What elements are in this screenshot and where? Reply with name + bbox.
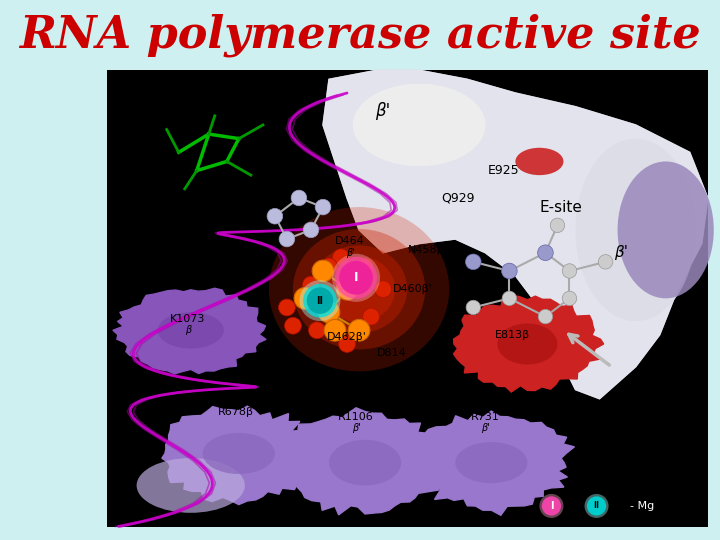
- Circle shape: [336, 279, 358, 300]
- Circle shape: [550, 218, 564, 233]
- Text: I: I: [549, 501, 553, 511]
- Circle shape: [502, 264, 516, 278]
- Circle shape: [356, 258, 374, 275]
- Circle shape: [348, 320, 370, 341]
- Circle shape: [307, 287, 333, 314]
- Text: D460β': D460β': [393, 284, 433, 294]
- Circle shape: [300, 280, 341, 321]
- Circle shape: [291, 190, 307, 206]
- Ellipse shape: [137, 458, 245, 513]
- Text: D814: D814: [377, 348, 407, 358]
- Polygon shape: [323, 70, 708, 399]
- Ellipse shape: [311, 245, 408, 333]
- Circle shape: [562, 264, 577, 278]
- Circle shape: [324, 320, 346, 341]
- Circle shape: [502, 291, 516, 306]
- Circle shape: [339, 261, 373, 295]
- Circle shape: [309, 322, 325, 339]
- Ellipse shape: [203, 433, 275, 474]
- Polygon shape: [410, 411, 575, 515]
- Circle shape: [312, 260, 334, 282]
- Text: II: II: [593, 502, 600, 510]
- Circle shape: [284, 318, 302, 334]
- Text: R678β: R678β: [218, 407, 254, 417]
- Text: RNA polymerase active site: RNA polymerase active site: [19, 14, 701, 57]
- Circle shape: [539, 246, 553, 260]
- Circle shape: [333, 249, 349, 266]
- Circle shape: [302, 276, 320, 293]
- Ellipse shape: [353, 84, 485, 166]
- Text: β': β': [376, 102, 391, 120]
- Circle shape: [539, 494, 564, 518]
- Circle shape: [267, 208, 283, 224]
- Circle shape: [294, 287, 316, 309]
- Circle shape: [502, 263, 517, 279]
- Circle shape: [587, 496, 606, 516]
- Text: D462β': D462β': [327, 332, 367, 342]
- Polygon shape: [162, 406, 323, 504]
- Circle shape: [320, 258, 338, 275]
- Circle shape: [279, 299, 295, 316]
- Text: N458β': N458β': [408, 246, 448, 255]
- Polygon shape: [454, 295, 603, 392]
- Circle shape: [303, 284, 337, 318]
- Circle shape: [363, 308, 379, 325]
- Circle shape: [538, 245, 553, 260]
- Circle shape: [318, 301, 340, 323]
- Text: β': β': [481, 423, 490, 434]
- Text: - Mg: - Mg: [629, 501, 654, 511]
- Circle shape: [279, 231, 294, 247]
- Circle shape: [562, 291, 577, 306]
- Circle shape: [303, 222, 319, 238]
- Ellipse shape: [323, 256, 395, 322]
- Text: β': β': [351, 423, 361, 434]
- Text: R1106: R1106: [338, 412, 374, 422]
- Text: E-site: E-site: [539, 200, 582, 214]
- Text: R731: R731: [471, 412, 500, 422]
- Ellipse shape: [329, 440, 401, 485]
- Bar: [107, 70, 708, 526]
- Circle shape: [466, 300, 480, 315]
- Circle shape: [585, 494, 608, 518]
- Circle shape: [315, 199, 330, 215]
- Ellipse shape: [618, 161, 714, 298]
- Circle shape: [335, 257, 377, 299]
- Circle shape: [465, 254, 481, 269]
- Text: E813β: E813β: [495, 330, 530, 340]
- Circle shape: [338, 335, 356, 353]
- Polygon shape: [323, 70, 708, 399]
- Text: D464: D464: [336, 237, 365, 246]
- Polygon shape: [113, 288, 266, 374]
- Ellipse shape: [498, 323, 557, 364]
- Ellipse shape: [293, 229, 426, 349]
- Text: β': β': [613, 245, 628, 260]
- Ellipse shape: [158, 312, 224, 348]
- Ellipse shape: [455, 442, 527, 483]
- Text: β: β: [184, 325, 191, 335]
- Circle shape: [466, 255, 480, 269]
- Text: E925: E925: [487, 164, 519, 177]
- Text: Q929: Q929: [441, 192, 475, 205]
- Polygon shape: [281, 408, 446, 515]
- Ellipse shape: [516, 148, 564, 175]
- Circle shape: [598, 255, 613, 269]
- Ellipse shape: [353, 84, 485, 166]
- Ellipse shape: [575, 139, 696, 321]
- Circle shape: [542, 496, 561, 516]
- Circle shape: [374, 281, 392, 298]
- Text: K1073: K1073: [170, 314, 205, 324]
- Circle shape: [539, 309, 553, 324]
- Text: β': β': [346, 248, 354, 258]
- Ellipse shape: [353, 84, 485, 166]
- Circle shape: [332, 254, 380, 302]
- Text: I: I: [354, 271, 359, 285]
- Text: II: II: [317, 295, 323, 306]
- Ellipse shape: [269, 207, 449, 372]
